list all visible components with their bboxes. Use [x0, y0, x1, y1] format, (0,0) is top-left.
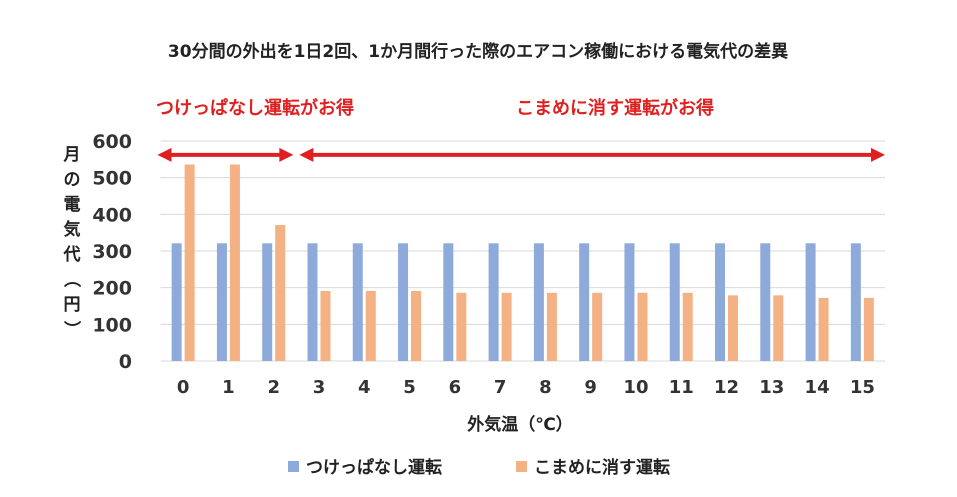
bar-always-on [443, 243, 454, 361]
bar-frequent-off [184, 164, 195, 361]
legend-swatch [516, 461, 527, 472]
bar-always-on [669, 243, 680, 361]
legend-item: つけっぱなし運転 [288, 457, 442, 478]
x-tick-label: 11 [669, 377, 694, 398]
legend: つけっぱなし運転 こまめに消す運転 [288, 457, 670, 478]
bar-frequent-off [365, 290, 376, 361]
bar-always-on [579, 243, 590, 361]
bar-frequent-off [229, 164, 240, 361]
bar-always-on [216, 243, 227, 361]
bar-frequent-off [773, 295, 784, 361]
x-tick-labels: 0 1 2 3 4 5 6 7 8 9 10 11 12 13 14 15 [177, 377, 875, 398]
y-tick-label: 100 [92, 314, 132, 336]
bar-always-on [533, 243, 544, 361]
annotations: つけっぱなし運転がお得 こまめに消す運転がお得 [156, 97, 885, 162]
bar-frequent-off [863, 297, 874, 361]
y-axis-title-char: の [64, 170, 81, 190]
bar-frequent-off [728, 295, 739, 361]
y-tick-label: 300 [92, 241, 132, 263]
y-tick-label: 500 [92, 168, 132, 190]
x-tick-label: 7 [494, 377, 507, 398]
bar-always-on [307, 243, 318, 361]
bar-frequent-off [682, 292, 693, 361]
bar-frequent-off [637, 292, 648, 361]
bar-always-on [850, 243, 861, 361]
y-axis-title-char: 代 [63, 244, 81, 265]
x-tick-label: 0 [177, 377, 190, 398]
x-tick-label: 9 [584, 377, 597, 398]
bar-always-on [624, 243, 635, 361]
y-tick-label: 0 [119, 351, 132, 373]
bar-always-on [171, 243, 182, 361]
x-tick-label: 14 [805, 377, 830, 398]
x-tick-label: 10 [623, 377, 648, 398]
bars [171, 164, 874, 361]
x-tick-label: 15 [850, 377, 875, 398]
bar-always-on [715, 243, 726, 361]
annotation-arrow [299, 147, 885, 162]
bar-frequent-off [501, 292, 512, 361]
x-tick-label: 8 [539, 377, 552, 398]
bar-frequent-off [320, 290, 331, 361]
y-axis-title-char: 電 [64, 195, 81, 215]
y-axis-title-char: 気 [63, 219, 81, 240]
annotation-arrow [157, 147, 294, 162]
x-tick-label: 1 [222, 377, 235, 398]
annotation-label: つけっぱなし運転がお得 [156, 97, 354, 119]
x-tick-label: 12 [714, 377, 739, 398]
y-axis-title-char: （ [61, 271, 82, 288]
x-tick-label: 4 [358, 377, 371, 398]
x-tick-label: 13 [759, 377, 784, 398]
legend-item: こまめに消す運転 [516, 457, 670, 478]
legend-label: つけっぱなし運転 [306, 457, 442, 478]
x-tick-label: 6 [449, 377, 462, 398]
bar-frequent-off [411, 290, 422, 361]
x-tick-label: 3 [313, 377, 326, 398]
bar-always-on [262, 243, 273, 361]
bar-always-on [352, 243, 363, 361]
y-tick-label: 400 [92, 204, 132, 226]
bar-frequent-off [275, 224, 286, 361]
y-axis-title-char: 月 [63, 145, 81, 165]
y-axis-title-char: ） [61, 321, 82, 338]
bar-frequent-off [546, 292, 557, 361]
legend-swatch [288, 461, 299, 472]
x-tick-label: 5 [403, 377, 416, 398]
legend-label: こまめに消す運転 [534, 457, 670, 478]
bar-frequent-off [818, 297, 829, 361]
bar-frequent-off [456, 292, 467, 361]
bar-always-on [488, 243, 499, 361]
chart-title: 30分間の外出を1日2回、1か月間行った際のエアコン稼働における電気代の差異 [168, 41, 788, 62]
bar-always-on [805, 243, 816, 361]
x-tick-label: 2 [267, 377, 280, 398]
annotation-label: こまめに消す運転がお得 [516, 97, 714, 119]
x-axis-title: 外気温（℃） [467, 414, 573, 435]
y-tick-labels: 0 100 200 300 400 500 600 [92, 131, 132, 373]
y-axis-title-char: 円 [64, 295, 81, 315]
y-tick-label: 600 [92, 131, 132, 153]
bar-always-on [398, 243, 409, 361]
y-tick-label: 200 [92, 278, 132, 300]
bar-always-on [760, 243, 771, 361]
bar-frequent-off [592, 292, 603, 361]
